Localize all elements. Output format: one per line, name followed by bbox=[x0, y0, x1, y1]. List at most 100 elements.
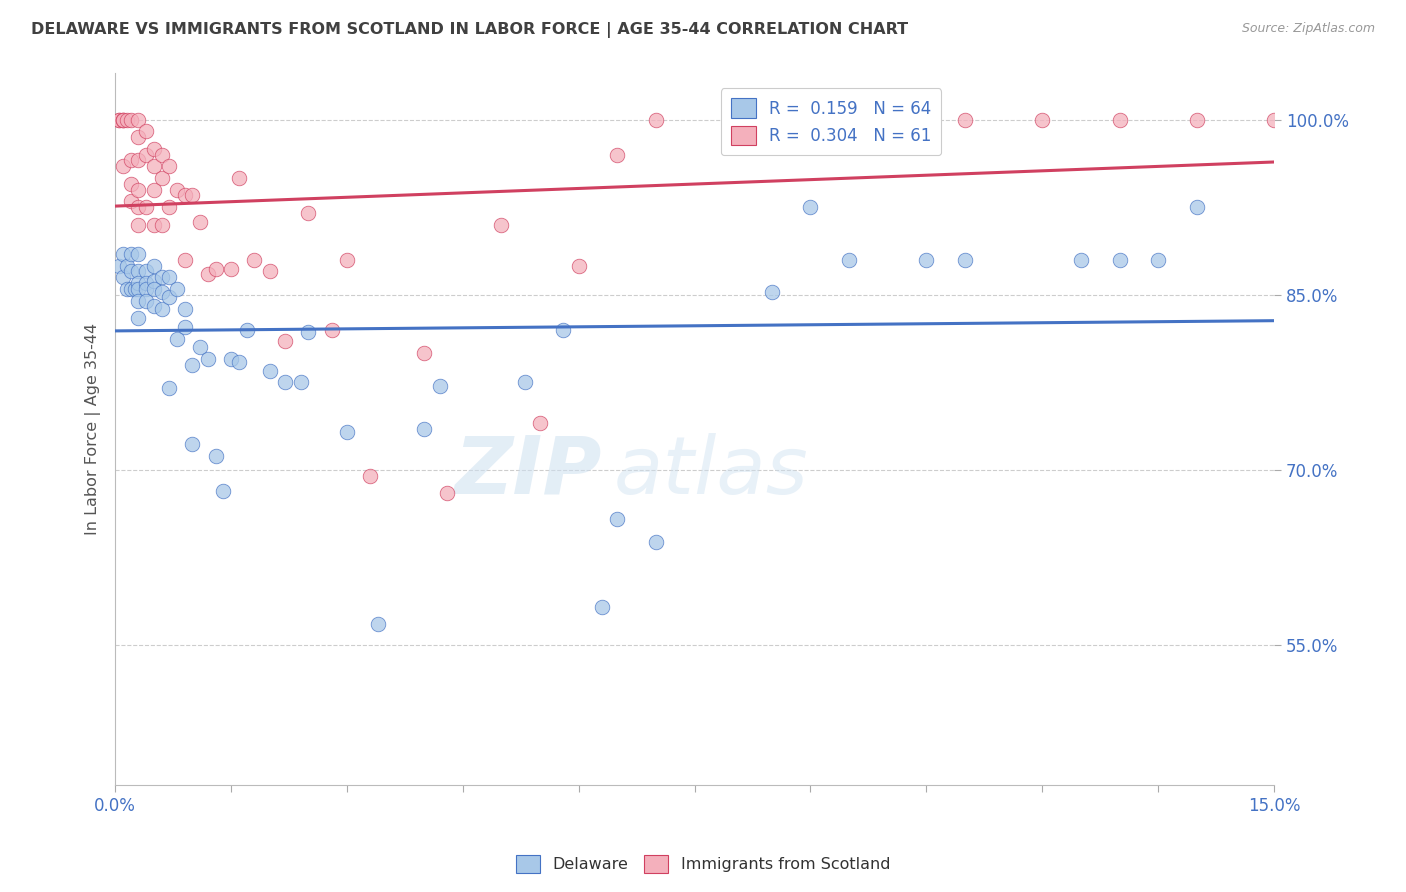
Point bbox=[142, 142, 165, 156]
Point bbox=[723, 112, 745, 127]
Point bbox=[1263, 112, 1285, 127]
Point bbox=[108, 112, 131, 127]
Point bbox=[413, 346, 436, 360]
Point bbox=[212, 483, 235, 498]
Point bbox=[127, 130, 149, 145]
Point bbox=[142, 183, 165, 197]
Point bbox=[761, 285, 783, 300]
Point bbox=[436, 486, 458, 500]
Legend: Delaware, Immigrants from Scotland: Delaware, Immigrants from Scotland bbox=[509, 848, 897, 880]
Point bbox=[150, 171, 173, 186]
Point bbox=[111, 270, 134, 285]
Point bbox=[135, 282, 157, 296]
Point bbox=[173, 320, 195, 334]
Point bbox=[127, 247, 149, 261]
Point bbox=[166, 282, 188, 296]
Point bbox=[259, 363, 281, 377]
Point bbox=[188, 215, 211, 229]
Point bbox=[127, 264, 149, 278]
Text: Source: ZipAtlas.com: Source: ZipAtlas.com bbox=[1241, 22, 1375, 36]
Point bbox=[1108, 252, 1130, 267]
Legend: R =  0.159   N = 64, R =  0.304   N = 61: R = 0.159 N = 64, R = 0.304 N = 61 bbox=[720, 88, 941, 155]
Point bbox=[336, 425, 359, 440]
Point bbox=[150, 218, 173, 232]
Point bbox=[181, 188, 204, 202]
Point bbox=[157, 200, 180, 214]
Point bbox=[120, 247, 142, 261]
Point bbox=[1070, 252, 1092, 267]
Point bbox=[120, 282, 142, 296]
Point bbox=[166, 183, 188, 197]
Point bbox=[150, 285, 173, 300]
Point bbox=[157, 270, 180, 285]
Point bbox=[127, 183, 149, 197]
Point bbox=[111, 112, 134, 127]
Point bbox=[591, 600, 613, 615]
Point bbox=[127, 218, 149, 232]
Point bbox=[120, 112, 142, 127]
Point bbox=[606, 512, 628, 526]
Point bbox=[127, 200, 149, 214]
Point bbox=[150, 270, 173, 285]
Point bbox=[243, 252, 266, 267]
Point bbox=[142, 159, 165, 173]
Point bbox=[274, 375, 297, 389]
Text: ZIP: ZIP bbox=[454, 433, 602, 510]
Point bbox=[157, 290, 180, 304]
Point bbox=[321, 323, 343, 337]
Point bbox=[838, 252, 860, 267]
Point bbox=[259, 264, 281, 278]
Point bbox=[274, 334, 297, 349]
Point bbox=[513, 375, 536, 389]
Point bbox=[197, 351, 219, 366]
Point bbox=[429, 378, 451, 392]
Point bbox=[529, 416, 551, 430]
Point bbox=[108, 112, 131, 127]
Point bbox=[799, 200, 821, 214]
Point bbox=[204, 449, 226, 463]
Point bbox=[181, 358, 204, 372]
Point bbox=[297, 206, 319, 220]
Point bbox=[235, 323, 257, 337]
Point bbox=[228, 171, 250, 186]
Point bbox=[135, 293, 157, 308]
Point bbox=[219, 262, 242, 277]
Point bbox=[157, 159, 180, 173]
Point bbox=[127, 282, 149, 296]
Point bbox=[142, 274, 165, 288]
Point bbox=[568, 259, 591, 273]
Point bbox=[135, 200, 157, 214]
Point bbox=[1185, 200, 1208, 214]
Point bbox=[645, 535, 668, 549]
Point bbox=[336, 252, 359, 267]
Point bbox=[1147, 252, 1170, 267]
Point bbox=[228, 355, 250, 369]
Point bbox=[111, 247, 134, 261]
Point bbox=[142, 218, 165, 232]
Point bbox=[127, 293, 149, 308]
Point bbox=[111, 112, 134, 127]
Point bbox=[953, 252, 976, 267]
Point bbox=[915, 252, 938, 267]
Point bbox=[142, 299, 165, 313]
Point bbox=[127, 276, 149, 290]
Point bbox=[297, 325, 319, 339]
Point bbox=[108, 259, 131, 273]
Point bbox=[219, 351, 242, 366]
Point bbox=[142, 282, 165, 296]
Point bbox=[953, 112, 976, 127]
Point bbox=[150, 147, 173, 161]
Point bbox=[204, 262, 226, 277]
Point bbox=[173, 252, 195, 267]
Point bbox=[359, 468, 381, 483]
Point bbox=[135, 276, 157, 290]
Point bbox=[367, 616, 389, 631]
Point bbox=[127, 153, 149, 168]
Point bbox=[157, 381, 180, 395]
Point bbox=[173, 188, 195, 202]
Point bbox=[127, 311, 149, 326]
Point bbox=[290, 375, 312, 389]
Point bbox=[115, 282, 138, 296]
Point bbox=[1031, 112, 1053, 127]
Point bbox=[135, 147, 157, 161]
